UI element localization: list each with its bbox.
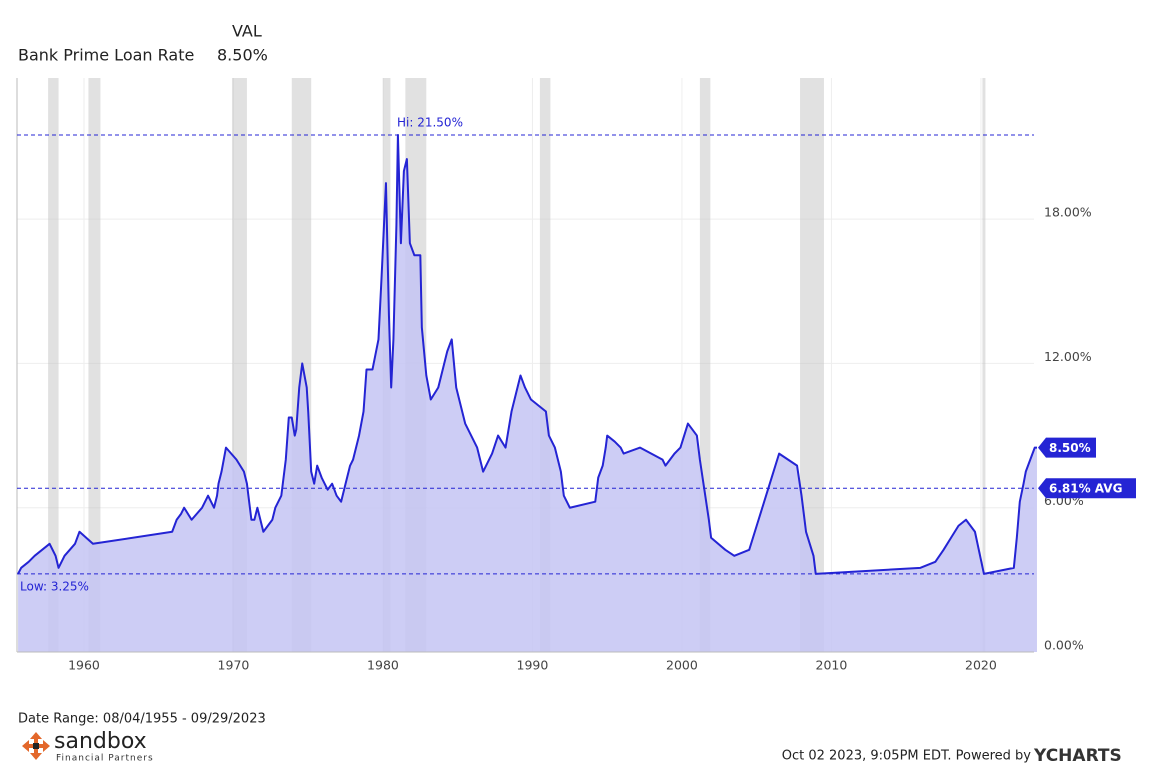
x-tick-label: 1990 <box>517 658 549 673</box>
date-range: Date Range: 08/04/1955 - 09/29/2023 <box>18 712 266 727</box>
x-tick-label: 1960 <box>68 658 100 673</box>
x-tick-label: 1970 <box>218 658 250 673</box>
recession-band <box>699 78 711 652</box>
recession-band <box>982 78 986 652</box>
logo-name: sandbox <box>54 729 147 754</box>
last-value-label: 8.50% <box>1049 441 1091 455</box>
footer: Oct 02 2023, 9:05PM EDT. Powered by <box>782 749 1032 764</box>
legend-header: VAL <box>232 22 262 41</box>
avg-tag <box>1038 478 1136 499</box>
brand: YCHARTS <box>1033 746 1122 766</box>
logo-tagline: Financial Partners <box>56 754 154 764</box>
x-tick-label: 2000 <box>666 658 698 673</box>
recession-band <box>800 78 824 652</box>
legend-value: 8.50% <box>217 46 268 65</box>
x-tick-label: 2010 <box>816 658 848 673</box>
low-label: Low: 3.25% <box>20 579 89 593</box>
recession-band <box>88 78 101 652</box>
avg-label: 6.81% AVG <box>1049 482 1122 496</box>
last-value-tag <box>1038 437 1096 458</box>
y-tick-label: 0.00% <box>1044 638 1084 653</box>
recession-band <box>48 78 59 652</box>
line <box>17 133 1037 575</box>
logo-icon <box>22 732 50 760</box>
x-tick-label: 2020 <box>965 658 997 673</box>
plot: 1960 1970 1980 1990 2000 2010 20200.00%6.00%12… <box>16 78 1136 673</box>
hi-label: Hi: 21.50% <box>397 115 463 129</box>
recession-band <box>539 78 551 652</box>
legend-name: Bank Prime Loan Rate <box>18 46 194 65</box>
x-tick-label: 1980 <box>367 658 399 673</box>
y-tick-label: 18.00% <box>1044 205 1092 220</box>
y-tick-label: 12.00% <box>1044 349 1092 364</box>
